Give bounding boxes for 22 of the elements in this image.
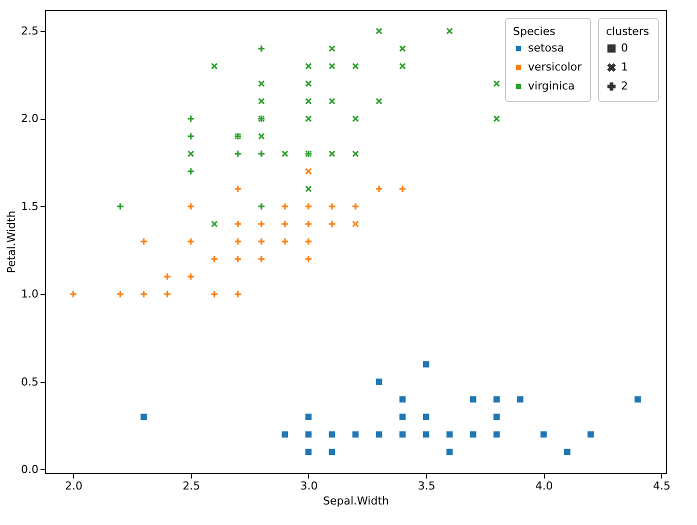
y-tick-label: 1.5 xyxy=(21,200,38,213)
y-tick-label: 2.5 xyxy=(21,24,38,38)
legend-label: 0 xyxy=(621,42,628,54)
legend-label: versicolor xyxy=(528,60,582,74)
legend-label: virginica xyxy=(528,80,575,92)
y-tick-label: 2.0 xyxy=(21,112,38,126)
y-axis-title: Petal.Width xyxy=(5,210,18,274)
x-tick-label: 3.5 xyxy=(418,480,436,492)
x-tick-label: 3.0 xyxy=(300,480,318,492)
y-tick-label: 1.0 xyxy=(21,288,38,301)
legend-label: 2 xyxy=(621,80,628,92)
text: Species xyxy=(513,25,556,38)
x-tick-label: 4.0 xyxy=(535,480,553,492)
x-tick-label: 4.5 xyxy=(653,480,671,492)
text: clusters xyxy=(606,25,650,38)
x-tick-label: 2.0 xyxy=(64,480,82,492)
legend-label: 1 xyxy=(621,60,628,74)
y-tick-label: 0.5 xyxy=(21,375,38,388)
x-tick-label: 2.5 xyxy=(182,480,200,492)
legend-label: setosa xyxy=(528,42,564,54)
x-axis-title: Sepal.Width xyxy=(323,494,390,508)
y-tick-label: 0.0 xyxy=(21,462,38,476)
